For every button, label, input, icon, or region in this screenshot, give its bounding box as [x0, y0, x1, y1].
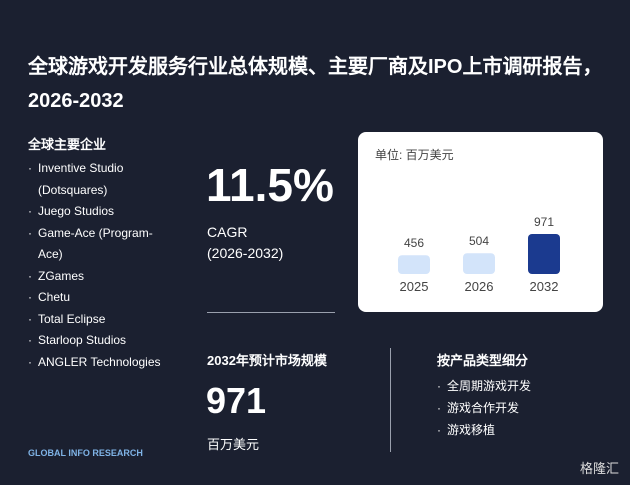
chart: 单位: 百万美元 456 2025 504 2026 971 2032: [375, 147, 560, 294]
market-unit: 百万美元: [207, 437, 260, 452]
segments-heading: 按产品类型细分: [437, 353, 529, 368]
value-label: 971: [534, 215, 554, 229]
chart-card: 单位: 百万美元 456 2025 504 2026 971 2032: [358, 132, 603, 312]
company: Starloop Studios: [28, 330, 168, 352]
watermark: 格隆汇: [580, 461, 620, 476]
company: Juego Studios: [28, 201, 168, 223]
bar: [398, 255, 430, 274]
segment: 全周期游戏开发: [437, 375, 531, 397]
title: 全球游戏开发服务行业总体规模、主要厂商及IPO上市调研报告，2026-2032: [28, 56, 603, 112]
companies-list: Inventive Studio (Dotsquares)Juego Studi…: [28, 158, 168, 373]
category-label: 2025: [400, 279, 429, 294]
logo: GLOBAL INFO RESEARCH: [28, 448, 143, 458]
company: Inventive Studio (Dotsquares): [28, 158, 168, 201]
category-label: 2032: [530, 279, 559, 294]
value-label: 504: [469, 234, 489, 248]
bar: [528, 234, 560, 274]
market-heading: 2032年预计市场规模: [207, 353, 327, 368]
company: ZGames: [28, 266, 168, 288]
divider: [390, 348, 391, 452]
bar: [463, 253, 495, 274]
divider: [207, 312, 335, 313]
market-value: 971: [206, 380, 267, 421]
cagr-value: 11.5%: [206, 159, 334, 211]
companies-heading: 全球主要企业: [28, 137, 107, 152]
segment: 游戏合作开发: [437, 397, 531, 419]
company: Chetu: [28, 287, 168, 309]
company: ANGLER Technologies: [28, 352, 168, 374]
segments-list: 全周期游戏开发游戏合作开发游戏移植: [437, 375, 531, 441]
cagr-period: (2026-2032): [207, 245, 284, 261]
company: Game-Ace (Program-Ace): [28, 223, 168, 266]
category-label: 2026: [465, 279, 494, 294]
value-label: 456: [404, 236, 424, 250]
segment: 游戏移植: [437, 419, 531, 441]
chart-unit: 单位: 百万美元: [375, 147, 454, 162]
company: Total Eclipse: [28, 309, 168, 331]
cagr-label: CAGR: [207, 224, 248, 240]
